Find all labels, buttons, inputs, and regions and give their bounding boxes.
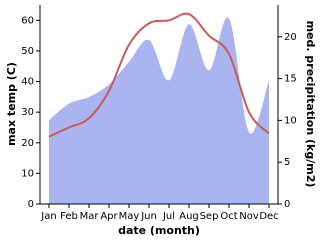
precip-area: [49, 17, 269, 205]
y2-tick-label: 0: [284, 199, 290, 210]
y-tick-label: 30: [21, 107, 34, 118]
y-tick-label: 10: [21, 168, 34, 179]
x-tick-label: Jun: [140, 211, 157, 222]
y2-axis-label: med. precipitation (kg/m2): [304, 21, 317, 188]
temp-line: [48, 12, 270, 138]
y-tick-label: 40: [21, 77, 34, 88]
x-axis-label: date (month): [118, 224, 200, 237]
x-tick-label: Mar: [80, 211, 100, 222]
x-tick-label: Nov: [239, 211, 259, 222]
x-tick-label: Feb: [60, 211, 78, 222]
y-axis-label: max temp (C): [5, 62, 18, 146]
x-tick-label: Jul: [162, 211, 175, 222]
y-tick-label: 60: [21, 15, 34, 26]
y2-tick-label: 15: [284, 74, 297, 85]
y2-tick-label: 10: [284, 115, 297, 126]
chart: date (month) max temp (C) med. precipita…: [5, 5, 317, 237]
y2-tick-label: 5: [284, 157, 290, 168]
y-tick-label: 0: [28, 199, 34, 210]
x-tick-label: Jan: [40, 211, 56, 222]
x-tick-label: Apr: [100, 211, 118, 222]
y2-tick-label: 20: [284, 32, 297, 43]
y-tick-label: 20: [21, 138, 34, 149]
x-tick-label: Oct: [220, 211, 237, 222]
x-tick-label: May: [119, 211, 140, 222]
x-tick-label: Sep: [200, 211, 219, 222]
x-tick-label: Dec: [259, 211, 278, 222]
x-tick-label: Aug: [179, 211, 199, 222]
y-tick-label: 50: [21, 46, 34, 57]
